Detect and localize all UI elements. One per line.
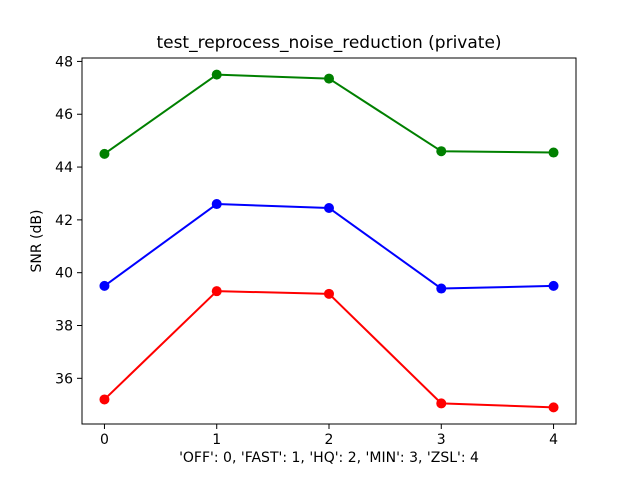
- green-series-marker: [324, 73, 334, 84]
- red-series-marker: [324, 288, 334, 299]
- y-axis-label: SNR (dB): [29, 209, 45, 273]
- y-tick-label: 42: [55, 213, 73, 229]
- green-series-marker: [211, 69, 222, 80]
- y-tick-label: 36: [55, 371, 73, 387]
- x-axis-label: 'OFF': 0, 'FAST': 1, 'HQ': 2, 'MIN': 3, …: [179, 450, 479, 466]
- blue-series-marker: [211, 199, 222, 210]
- x-tick-label: 2: [325, 432, 334, 448]
- y-tick-label: 46: [55, 107, 73, 123]
- y-tick-label: 48: [55, 54, 73, 70]
- blue-series-marker: [436, 283, 447, 294]
- green-series-marker: [436, 146, 447, 157]
- axes-spines: [81, 57, 577, 425]
- y-tick-label: 44: [55, 160, 73, 176]
- red-series-marker: [548, 402, 559, 413]
- x-tick-label: 4: [549, 432, 558, 448]
- red-series-marker: [436, 398, 447, 409]
- chart-title: test_reprocess_noise_reduction (private): [156, 33, 502, 53]
- blue-series-marker: [99, 280, 110, 291]
- red-series-marker: [211, 286, 222, 297]
- red-series-marker: [99, 394, 110, 405]
- green-series-marker: [548, 147, 559, 158]
- x-tick-label: 0: [100, 432, 109, 448]
- y-tick-label: 38: [55, 319, 73, 335]
- green-series-marker: [99, 148, 110, 159]
- blue-series-marker: [548, 280, 559, 291]
- y-tick-label: 40: [55, 266, 73, 282]
- x-tick-label: 1: [212, 432, 221, 448]
- blue-series-marker: [324, 202, 334, 213]
- x-tick-label: 3: [437, 432, 446, 448]
